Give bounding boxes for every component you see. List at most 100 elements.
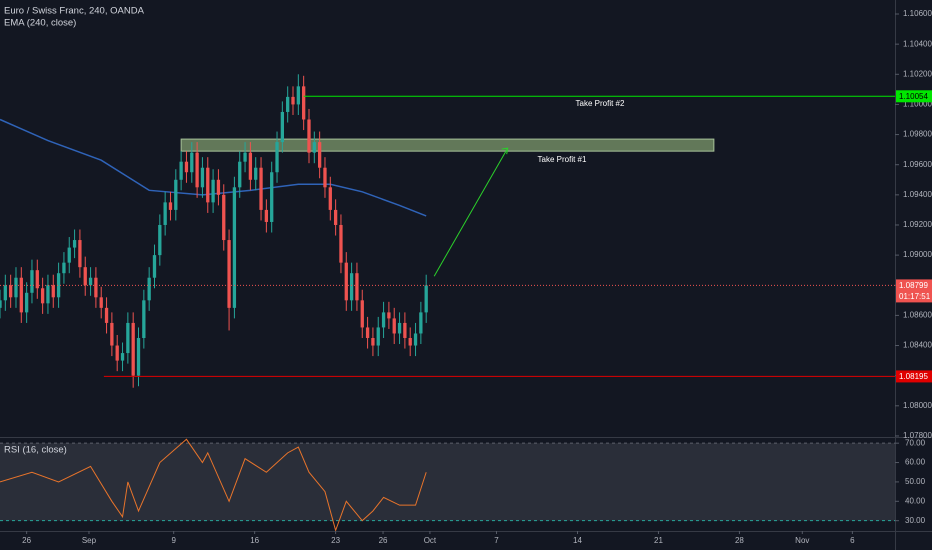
candle-body [190,152,194,173]
x-tick-label: 28 [735,536,744,545]
candle-body [403,322,407,338]
candle-body [131,322,135,376]
y-tick-label: 1.08000 [903,401,932,410]
candle-body [291,96,295,105]
candle-body [147,277,151,301]
x-tick-label: 14 [573,536,582,545]
candle-body [264,209,269,222]
x-tick-label: 7 [494,536,499,545]
y-tick-label: 50.00 [905,477,926,486]
candle-body [126,322,130,354]
candle-body [211,179,215,203]
candle-body [355,273,359,301]
candle-body [339,224,343,263]
candle-body [0,300,2,308]
x-tick-label: Nov [795,536,809,545]
candle-body [30,270,34,293]
x-tick-label: 9 [171,536,176,545]
y-tick-label: 1.09400 [903,190,932,199]
x-tick-label: 26 [379,536,388,545]
price-tag-label: 1.10054 [899,92,928,101]
candle-body [254,167,258,180]
candle-body [227,240,231,308]
candle-body [51,285,55,298]
candle-body [243,152,247,162]
candle-body [24,292,29,313]
x-tick-label: 23 [331,536,340,545]
candle-body [94,277,98,298]
candle-body [317,142,322,168]
candle-body [104,307,109,323]
y-tick-label: 40.00 [905,496,926,505]
candle-body [174,179,178,210]
candle-body [312,142,316,153]
candle-body [376,327,380,346]
price-tag [896,370,932,383]
candle-body [195,152,199,188]
annotation: Take Profit #2 [576,99,625,108]
candle-body [179,161,183,180]
x-tick-label: Sep [82,536,97,545]
candle-body [323,167,327,188]
candle-body [360,300,364,328]
y-tick-label: 1.09000 [903,250,932,259]
candle-body [35,270,39,289]
candle-body [62,262,66,274]
annotation: Take Profit #1 [538,155,587,164]
indicator-label: EMA (240, close) [4,18,76,29]
candle-body [344,262,348,301]
plot: 1.10600 1.10400 1.10200 1.10000 1.09800 1.096… [0,9,932,545]
candle-body [72,240,77,248]
candle-body [115,345,119,361]
price-tag [896,90,932,103]
take-profit-zone [180,138,715,152]
candle-body [14,277,18,298]
candle-body [99,297,103,308]
y-tick-label: 1.09800 [903,130,932,139]
candle-body [275,142,279,173]
arrow-head [501,147,509,155]
y-tick-label: 1.09200 [903,220,932,229]
candle-body [206,167,210,203]
countdown: 01:17:51 [899,292,931,301]
candle-body [248,152,253,180]
candle-body [216,179,221,195]
arrow-line [433,147,509,277]
candle-body [3,285,7,301]
rsi-band [0,443,895,521]
candle-body [413,333,418,346]
candle-body [365,327,370,338]
candle-body [78,240,82,268]
candle-body [222,194,226,241]
y-tick-label: 1.07800 [903,431,932,440]
candle-body [280,111,285,143]
candle-body [56,273,61,298]
y-tick-label: 1.08400 [903,341,932,350]
x-tick-label: 6 [850,536,855,545]
rsi-line [0,438,427,532]
candle-body [46,285,50,304]
candle-body [168,202,173,210]
candle-body [88,277,93,286]
candle-body [424,285,428,313]
y-tick-label: 1.08600 [903,311,932,320]
candle-body [40,288,45,304]
candle-body [136,337,141,376]
candle-body [408,337,412,346]
candle-body [238,161,242,188]
price-tag-label: 1.08799 [899,281,928,290]
candle-body [381,312,386,328]
candle-body [232,187,237,308]
x-tick-label: 21 [654,536,663,545]
y-tick-label: 1.09600 [903,160,932,169]
candle-body [328,187,332,210]
candle-body [259,167,263,210]
candle-body [302,86,306,120]
rsi-label: RSI (16, close) [4,445,67,456]
price-tag [896,279,932,303]
candle-body [296,86,300,105]
candle-body [371,337,375,346]
candle-body [19,277,23,313]
y-tick-label: 30.00 [905,516,926,525]
